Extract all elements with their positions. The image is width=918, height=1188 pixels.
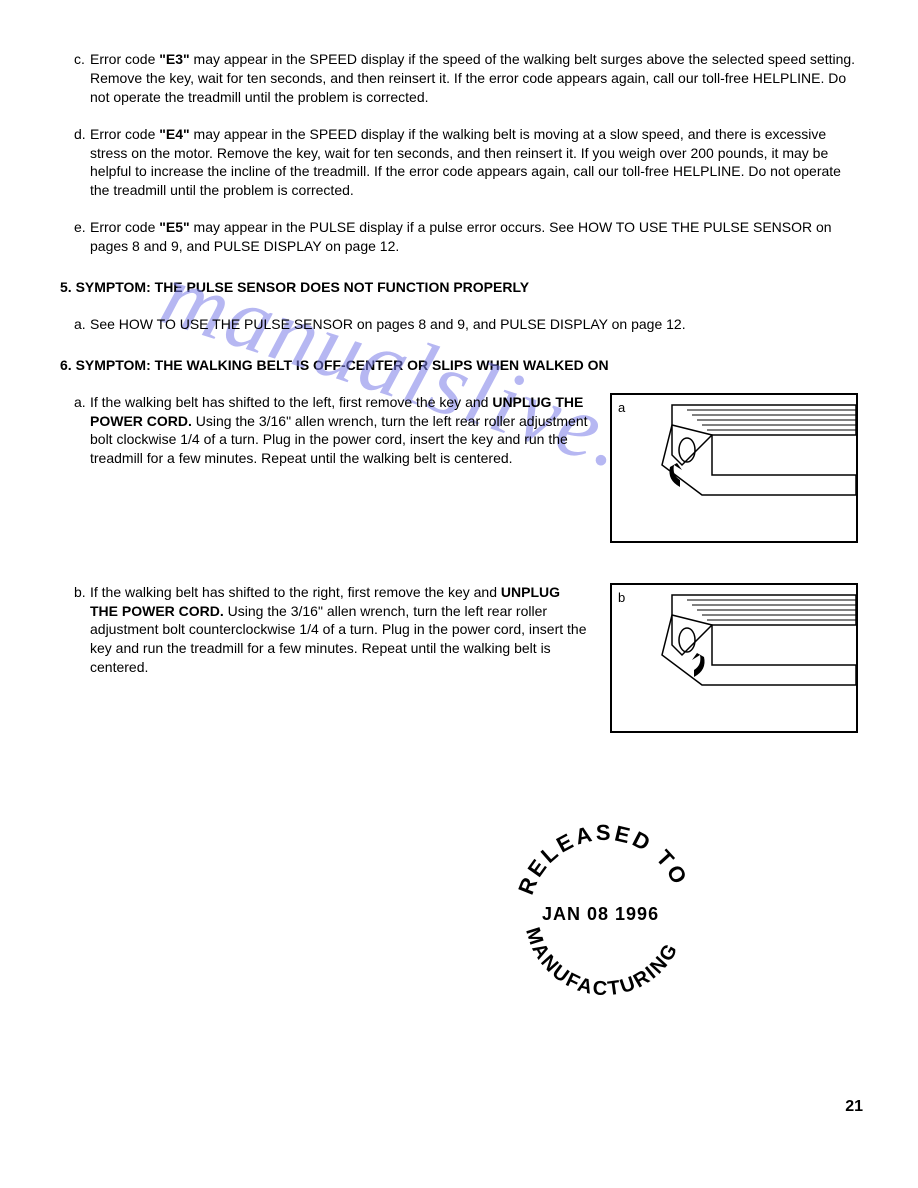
svg-text:MANUFACTURING: MANUFACTURING	[521, 925, 683, 1000]
marker-6b: b.	[74, 583, 86, 602]
section6-item-b: b. If the walking belt has shifted to th…	[60, 583, 858, 733]
page-number: 21	[845, 1096, 863, 1118]
marker-c: c.	[74, 50, 85, 69]
text-5a: See HOW TO USE THE PULSE SENSOR on pages…	[90, 316, 686, 332]
list-item-d: d. Error code "E4" may appear in the SPE…	[60, 125, 858, 201]
text-6b: If the walking belt has shifted to the r…	[90, 584, 587, 676]
marker-d: d.	[74, 125, 86, 144]
treadmill-clockwise-icon	[612, 395, 856, 541]
marker-e: e.	[74, 218, 86, 237]
text-c: Error code "E3" may appear in the SPEED …	[90, 51, 855, 105]
diagram-a: a	[610, 393, 858, 543]
text-e: Error code "E5" may appear in the PULSE …	[90, 219, 832, 254]
list-item-e: e. Error code "E5" may appear in the PUL…	[60, 218, 858, 256]
marker-5a: a.	[74, 315, 86, 334]
section5-item-a: a. See HOW TO USE THE PULSE SENSOR on pa…	[60, 315, 858, 334]
marker-6a: a.	[74, 393, 86, 412]
section5-heading: 5. SYMPTOM: THE PULSE SENSOR DOES NOT FU…	[60, 278, 858, 297]
svg-text:RELEASED TO: RELEASED TO	[513, 820, 693, 898]
treadmill-counterclockwise-icon	[612, 585, 856, 731]
section6-item-a: a. If the walking belt has shifted to th…	[60, 393, 858, 543]
text-6a: If the walking belt has shifted to the l…	[90, 394, 588, 467]
list-item-c: c. Error code "E3" may appear in the SPE…	[60, 50, 858, 107]
release-stamp: RELEASED TO MANUFACTURING JAN 08 1996	[500, 810, 710, 1020]
section6-heading: 6. SYMPTOM: THE WALKING BELT IS OFF-CENT…	[60, 356, 858, 375]
text-d: Error code "E4" may appear in the SPEED …	[90, 126, 841, 199]
stamp-date: JAN 08 1996	[542, 902, 659, 926]
diagram-b: b	[610, 583, 858, 733]
